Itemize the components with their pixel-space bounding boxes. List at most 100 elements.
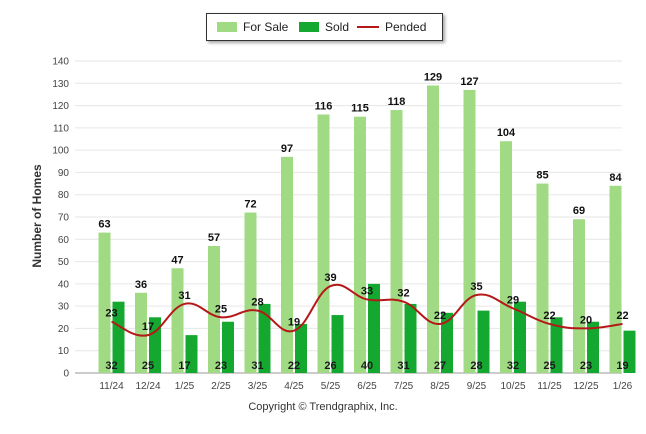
sold-value-label: 40 bbox=[361, 360, 373, 372]
sold-value-label: 31 bbox=[397, 360, 409, 372]
x-tick-label: 7/25 bbox=[394, 381, 414, 392]
sold-bar bbox=[331, 315, 344, 373]
sold-value-label: 32 bbox=[105, 360, 117, 372]
x-tick-label: 2/25 bbox=[211, 381, 231, 392]
sold-value-label: 25 bbox=[142, 360, 154, 372]
x-tick-label: 5/25 bbox=[321, 381, 341, 392]
pended-value-label: 32 bbox=[397, 288, 409, 300]
pended-value-label: 33 bbox=[361, 285, 373, 297]
pended-value-label: 25 bbox=[215, 303, 227, 315]
pended-value-label: 22 bbox=[616, 310, 628, 322]
pended-value-label: 39 bbox=[324, 272, 336, 284]
sold-bar bbox=[185, 335, 198, 373]
legend-item-pended[interactable]: Pended bbox=[357, 14, 426, 40]
sold-bar bbox=[112, 301, 125, 373]
for-sale-value-label: 72 bbox=[244, 199, 256, 211]
pended-value-label: 28 bbox=[251, 297, 263, 309]
x-tick-label: 11/24 bbox=[99, 381, 124, 392]
x-tick-label: 11/25 bbox=[537, 381, 562, 392]
sold-swatch-icon bbox=[299, 21, 319, 32]
for-sale-bar bbox=[390, 110, 403, 374]
pended-value-label: 31 bbox=[178, 290, 190, 302]
for-sale-bar bbox=[354, 116, 366, 373]
for-sale-value-label: 104 bbox=[497, 127, 516, 139]
for-sale-value-label: 69 bbox=[573, 205, 585, 217]
grid bbox=[75, 60, 622, 374]
y-tick-label: 90 bbox=[58, 168, 70, 179]
for-sale-bar bbox=[536, 183, 549, 373]
sold-value-label: 23 bbox=[580, 360, 592, 372]
for-sale-value-label: 116 bbox=[315, 100, 333, 112]
for-sale-bar bbox=[281, 156, 293, 373]
bars bbox=[98, 85, 636, 374]
x-tick-label: 4/25 bbox=[284, 381, 304, 392]
legend-item-sold[interactable]: Sold bbox=[299, 14, 349, 40]
y-tick-label: 120 bbox=[52, 101, 69, 112]
sold-value-label: 23 bbox=[215, 360, 227, 372]
y-tick-label: 110 bbox=[53, 123, 69, 134]
x-tick-label: 1/26 bbox=[613, 381, 633, 392]
x-tick-label: 6/25 bbox=[357, 381, 377, 392]
sold-bar bbox=[623, 330, 636, 373]
y-tick-label: 10 bbox=[58, 346, 70, 357]
sold-value-label: 25 bbox=[543, 360, 555, 372]
sold-value-label: 31 bbox=[251, 360, 263, 372]
sold-bar bbox=[441, 312, 453, 373]
for-sale-bar bbox=[98, 232, 111, 373]
sold-bar bbox=[477, 310, 490, 373]
y-axis-label: Number of Homes bbox=[30, 164, 44, 268]
x-tick-label: 3/25 bbox=[248, 381, 268, 392]
y-tick-label: 100 bbox=[52, 146, 69, 157]
legend-label-pended: Pended bbox=[385, 20, 427, 34]
for-sale-value-label: 85 bbox=[536, 170, 548, 182]
sold-bar bbox=[404, 303, 417, 373]
y-tick-label: 30 bbox=[58, 302, 70, 313]
legend-item-for-sale[interactable]: For Sale bbox=[217, 14, 288, 40]
for-sale-bar bbox=[573, 219, 585, 373]
for-sale-value-label: 84 bbox=[609, 172, 622, 184]
x-tick-label: 9/25 bbox=[467, 381, 487, 392]
pended-value-label: 22 bbox=[434, 310, 446, 322]
for-sale-value-label: 97 bbox=[281, 143, 293, 155]
copyright-text: Copyright © Trendgraphix, Inc. bbox=[248, 401, 398, 413]
pended-value-label: 17 bbox=[142, 321, 154, 333]
x-tick-label: 12/24 bbox=[135, 381, 160, 392]
for-sale-bar bbox=[427, 85, 439, 373]
sold-value-label: 32 bbox=[507, 360, 519, 372]
for-sale-swatch-icon bbox=[217, 21, 237, 32]
for-sale-value-label: 127 bbox=[460, 76, 478, 88]
sold-value-label: 22 bbox=[288, 360, 300, 372]
for-sale-value-label: 129 bbox=[424, 72, 442, 84]
for-sale-value-label: 63 bbox=[98, 219, 110, 231]
for-sale-bar bbox=[317, 114, 330, 373]
for-sale-value-label: 57 bbox=[208, 232, 220, 244]
for-sale-bar bbox=[135, 292, 147, 373]
sold-bar bbox=[149, 317, 161, 373]
pended-value-label: 22 bbox=[543, 310, 555, 322]
data-labels: 63 32 23 36 25 17 47 17 31 57 23 25 72 31 28 97 22 19 116 2… bbox=[98, 72, 628, 372]
x-tick-label: 12/25 bbox=[573, 381, 598, 392]
for-sale-bar bbox=[609, 185, 622, 373]
sold-bar bbox=[587, 321, 599, 373]
pended-line-swatch-icon bbox=[357, 25, 379, 28]
x-axis: 11/24 12/24 1/25 2/25 3/25 4/25 5/25 6/25 7/25 8/… bbox=[99, 381, 632, 392]
sold-value-label: 19 bbox=[616, 360, 628, 372]
legend: For Sale Sold Pended bbox=[206, 13, 443, 41]
y-tick-label: 80 bbox=[58, 190, 70, 201]
sold-value-label: 26 bbox=[324, 360, 336, 372]
for-sale-bar bbox=[463, 89, 476, 373]
sold-bar bbox=[550, 317, 563, 373]
for-sale-value-label: 36 bbox=[135, 279, 147, 291]
x-tick-label: 8/25 bbox=[430, 381, 450, 392]
sold-bar bbox=[295, 323, 307, 373]
pended-value-label: 35 bbox=[470, 281, 482, 293]
pended-line bbox=[111, 283, 623, 337]
x-tick-label: 10/25 bbox=[500, 381, 525, 392]
legend-label-for-sale: For Sale bbox=[243, 20, 289, 34]
y-tick-label: 140 bbox=[52, 57, 69, 68]
legend-label-sold: Sold bbox=[325, 20, 350, 34]
for-sale-bar bbox=[171, 268, 184, 373]
pended-series-line bbox=[111, 283, 623, 337]
for-sale-bar bbox=[500, 141, 512, 373]
y-tick-label: 70 bbox=[58, 213, 70, 224]
